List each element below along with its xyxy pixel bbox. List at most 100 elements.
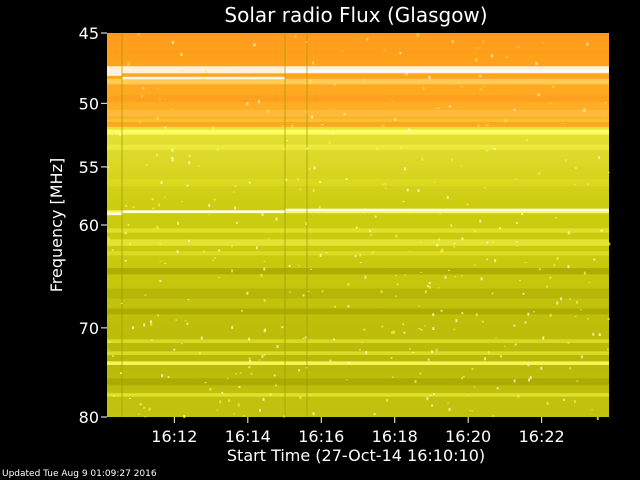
bright-line — [307, 69, 609, 73]
speckle — [113, 395, 116, 397]
speckle — [139, 403, 142, 406]
spectrogram-band — [107, 393, 609, 397]
speckle — [163, 196, 166, 198]
speckle — [576, 380, 579, 382]
speckle — [605, 72, 608, 74]
spectrogram-band — [107, 288, 609, 299]
speckle — [567, 231, 570, 235]
speckle — [291, 124, 294, 128]
speckle — [419, 372, 422, 375]
speckle — [131, 326, 134, 330]
speckle — [574, 315, 577, 317]
speckle — [381, 325, 384, 328]
speckle — [408, 348, 411, 350]
speckle — [177, 221, 180, 225]
speckle — [529, 376, 532, 380]
speckle — [420, 328, 423, 331]
speckle — [560, 297, 563, 301]
speckle — [384, 187, 387, 189]
speckle — [579, 309, 582, 311]
speckle — [561, 122, 564, 124]
speckle — [259, 409, 262, 413]
y-tick-label: 50 — [79, 94, 99, 113]
bright-line — [285, 208, 307, 212]
bright-line — [107, 73, 122, 76]
speckle — [151, 198, 154, 201]
speckle — [249, 359, 252, 362]
speckle — [374, 215, 377, 218]
speckle — [573, 400, 576, 404]
speckle — [486, 241, 489, 244]
speckle — [267, 109, 270, 113]
x-tick-label: 16:18 — [372, 427, 418, 446]
speckle — [107, 349, 110, 351]
speckle — [127, 62, 130, 66]
spectrogram-band — [107, 268, 609, 275]
speckle — [308, 167, 311, 170]
speckle — [198, 351, 201, 355]
speckle — [440, 250, 443, 254]
speckle — [395, 295, 398, 297]
speckle — [475, 313, 478, 317]
speckle — [248, 337, 251, 341]
speckle — [319, 253, 322, 257]
speckle — [213, 257, 216, 259]
speckle — [148, 407, 151, 411]
speckle — [448, 408, 451, 412]
speckle — [248, 366, 251, 369]
speckle — [363, 328, 366, 331]
speckle — [480, 277, 483, 281]
speckle — [552, 85, 555, 88]
speckle — [187, 239, 190, 242]
speckle — [479, 88, 482, 91]
speckle — [145, 164, 148, 166]
speckle — [517, 394, 520, 398]
spectrogram-bands — [107, 33, 609, 417]
speckle — [564, 159, 567, 162]
speckle — [437, 238, 440, 242]
speckle — [213, 198, 216, 201]
speckle — [171, 156, 174, 159]
speckle — [473, 386, 476, 388]
bright-line — [107, 212, 122, 216]
spectrogram-band — [107, 144, 609, 150]
speckle — [306, 147, 309, 150]
speckle — [110, 341, 113, 343]
speckle — [542, 336, 545, 340]
speckle — [524, 321, 527, 324]
speckle — [583, 108, 586, 112]
speckle — [288, 264, 291, 267]
speckle — [420, 241, 423, 243]
speckle — [156, 88, 159, 90]
speckle — [283, 148, 286, 151]
speckle — [461, 275, 464, 277]
speckle — [483, 187, 486, 189]
speckle — [143, 406, 146, 409]
speckle — [347, 282, 350, 286]
x-tick-label: 16:12 — [151, 427, 197, 446]
speckle — [485, 258, 488, 261]
speckle — [549, 313, 552, 317]
speckle — [283, 415, 286, 418]
speckle — [455, 319, 458, 323]
spectrogram-band — [107, 95, 609, 102]
speckle — [555, 217, 558, 219]
speckle — [128, 398, 131, 400]
speckle — [576, 300, 579, 304]
speckle — [253, 43, 256, 47]
segment-boundary — [284, 33, 286, 417]
speckle — [156, 226, 159, 228]
speckle — [517, 46, 520, 48]
speckle — [164, 126, 167, 129]
speckle — [250, 372, 253, 375]
speckle — [541, 41, 544, 43]
speckle — [125, 204, 128, 207]
x-tick-label: 16:20 — [445, 427, 491, 446]
speckle — [535, 62, 538, 66]
speckle — [157, 203, 160, 207]
speckle — [310, 115, 313, 119]
speckle — [281, 125, 284, 127]
speckle — [393, 330, 396, 334]
speckle — [424, 325, 427, 327]
